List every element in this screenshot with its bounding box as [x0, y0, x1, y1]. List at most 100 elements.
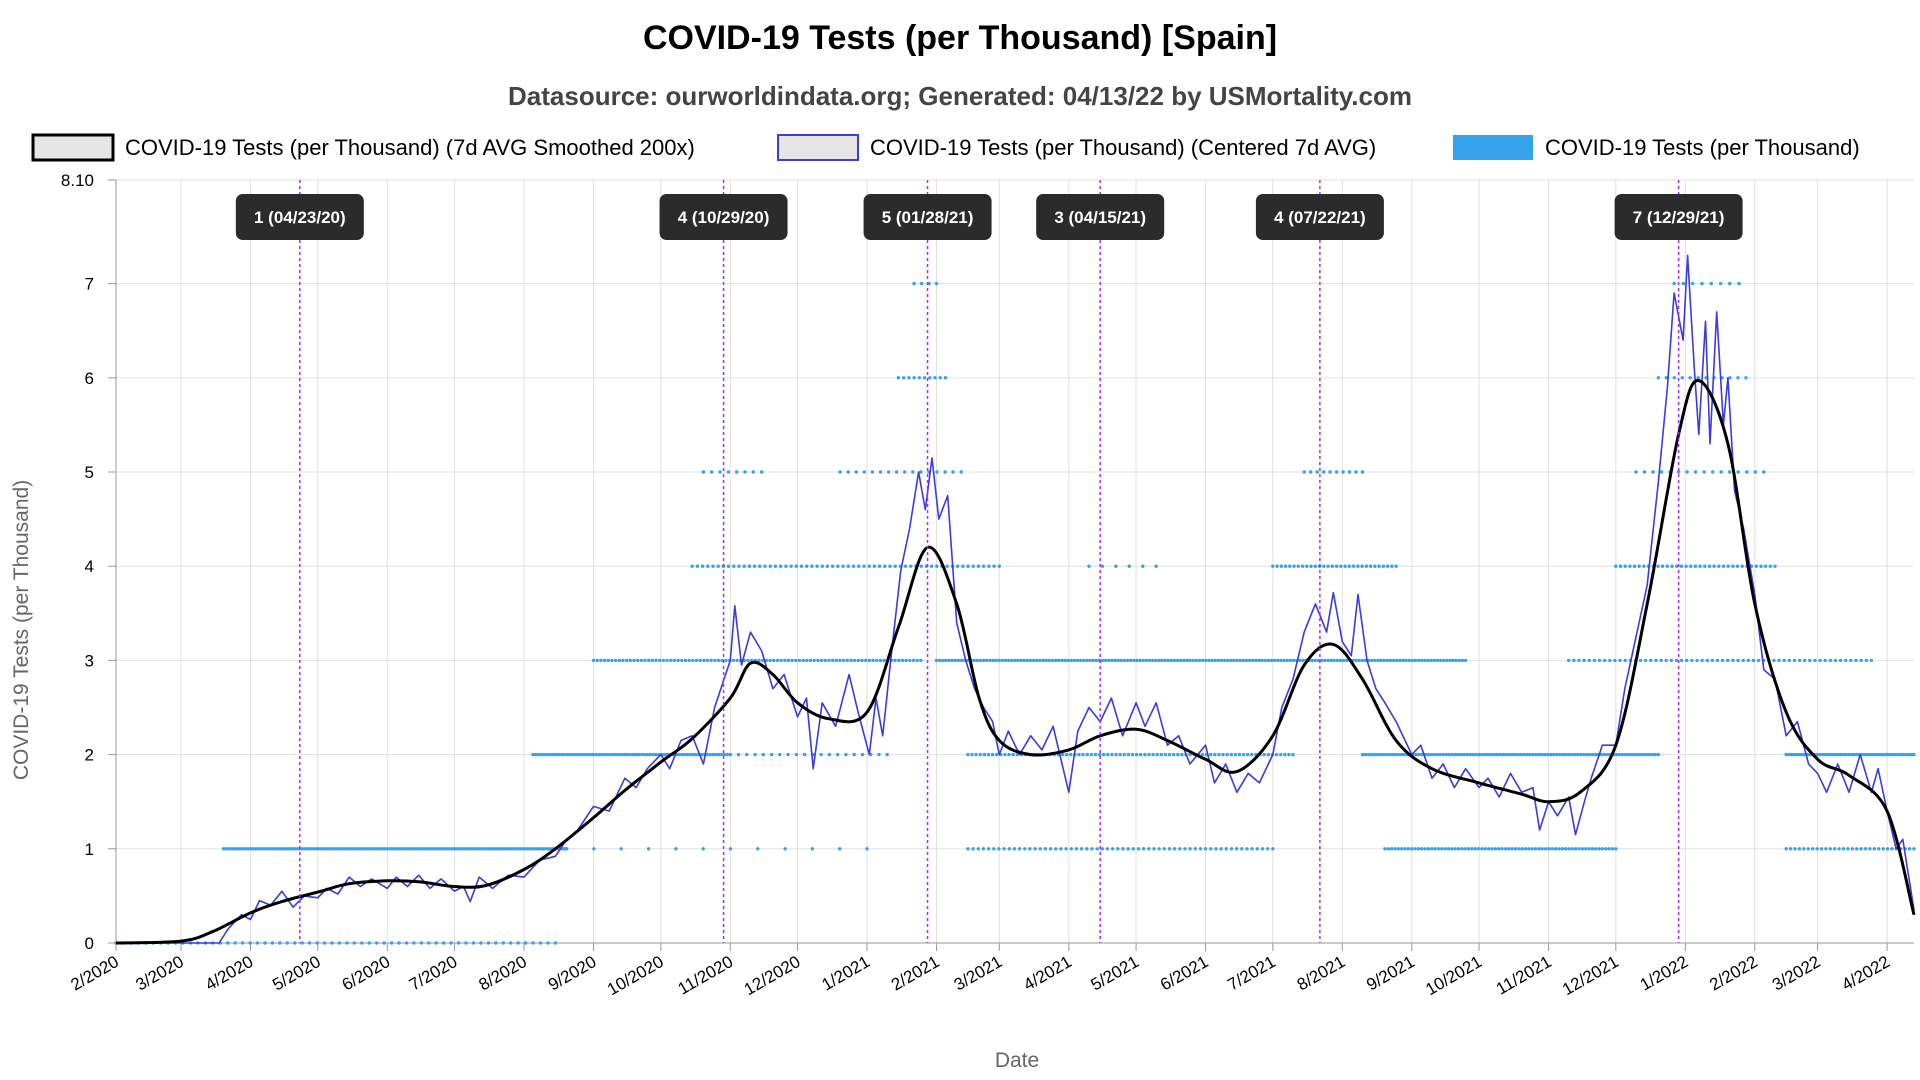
raw-value-dot [1090, 847, 1094, 851]
raw-value-dot [531, 941, 535, 945]
raw-value-dot [582, 752, 587, 757]
raw-value-dot [1436, 847, 1441, 851]
raw-value-dot [938, 658, 942, 663]
raw-value-dot [1451, 658, 1455, 663]
raw-value-dot [1028, 658, 1033, 663]
raw-value-dot [643, 658, 647, 663]
raw-value-dot [950, 658, 954, 663]
raw-value-dot [1122, 658, 1127, 663]
raw-value-dot [1403, 847, 1407, 851]
raw-value-dot [1516, 752, 1520, 757]
raw-value-dot [1091, 658, 1095, 663]
raw-value-dot [1873, 752, 1877, 757]
raw-value-dot [1784, 752, 1788, 757]
raw-value-dot [1085, 752, 1090, 757]
raw-value-dot [1007, 847, 1011, 851]
raw-value-dot [1383, 847, 1387, 851]
raw-value-dot [779, 564, 783, 568]
raw-value-dot [1473, 847, 1478, 851]
raw-value-dot [1017, 847, 1022, 851]
legend-swatch-smoothed [31, 133, 115, 162]
raw-value-dot [1797, 658, 1802, 663]
y-tick-label: 7 [85, 275, 94, 294]
raw-value-dot [1726, 564, 1730, 568]
raw-value-dot [909, 564, 913, 568]
raw-value-dot [650, 658, 655, 663]
raw-value-dot [1676, 470, 1681, 474]
raw-value-dot [1291, 658, 1296, 663]
grid-lines [115, 179, 1914, 944]
raw-value-dot [1283, 752, 1287, 757]
raw-value-dot [1178, 847, 1182, 851]
raw-value-dot [711, 564, 715, 568]
raw-value-dot [1310, 658, 1314, 663]
raw-value-dot [1736, 376, 1740, 380]
raw-value-dot [1517, 847, 1521, 851]
raw-value-dot [825, 564, 830, 568]
raw-value-dot [1157, 658, 1161, 663]
raw-value-dot [648, 752, 652, 757]
raw-value-dot [1305, 564, 1309, 568]
raw-value-dot [701, 470, 706, 474]
raw-value-dot [226, 941, 230, 945]
raw-value-dot [412, 941, 416, 945]
raw-value-dot [865, 847, 869, 851]
raw-value-dot [694, 752, 698, 757]
raw-value-dot [860, 658, 864, 663]
raw-value-dot [1695, 658, 1699, 663]
raw-value-dot [619, 847, 623, 851]
raw-value-dot [1354, 470, 1358, 474]
raw-value-dot [1050, 658, 1055, 663]
raw-value-dot [1269, 658, 1274, 663]
raw-value-dot [621, 658, 625, 663]
raw-value-dot [783, 847, 787, 851]
raw-value-dot [827, 658, 831, 663]
raw-value-dot [1644, 752, 1649, 757]
raw-value-dot [852, 752, 856, 757]
raw-value-dot [779, 658, 783, 663]
raw-value-dot [631, 752, 635, 757]
raw-value-dot [1420, 658, 1424, 663]
raw-value-dot [742, 564, 746, 568]
raw-value-dot [1614, 847, 1618, 851]
legend-label-smoothed[interactable]: COVID-19 Tests (per Thousand) (7d AVG Sm… [125, 135, 695, 160]
raw-value-dot [893, 658, 897, 663]
raw-value-dot [1549, 752, 1553, 757]
raw-value-dot [1614, 564, 1618, 568]
raw-value-dot [1797, 847, 1802, 851]
y-tick-label: 1 [85, 840, 94, 859]
x-tick-label: 2/2020 [67, 952, 122, 994]
raw-value-dot [1793, 847, 1797, 851]
raw-value-dot [947, 658, 951, 663]
legend-label-centered[interactable]: COVID-19 Tests (per Thousand) (Centered … [870, 135, 1376, 160]
raw-value-dot [542, 752, 547, 757]
x-tick-label: 9/2020 [545, 952, 600, 994]
raw-value-dot [836, 564, 840, 568]
annotation-label: 5 (01/28/21) [882, 208, 974, 227]
raw-value-dot [1707, 564, 1712, 568]
raw-value-dot [1528, 752, 1532, 757]
raw-value-dot [752, 564, 757, 568]
legend-label-raw[interactable]: COVID-19 Tests (per Thousand) [1545, 135, 1860, 160]
raw-value-dot [1620, 752, 1625, 757]
raw-value-dot [984, 658, 989, 663]
raw-value-dot [1852, 752, 1856, 757]
raw-value-dot [830, 658, 835, 663]
raw-value-dot [1881, 752, 1885, 757]
raw-value-dot [1864, 658, 1869, 663]
raw-value-dot [1693, 470, 1698, 474]
raw-value-dot [849, 658, 853, 663]
raw-value-dot [1460, 658, 1465, 663]
raw-value-dot [1703, 564, 1707, 568]
raw-value-dot [695, 564, 700, 568]
raw-value-dot [1054, 847, 1058, 851]
raw-value-dot [844, 752, 848, 757]
raw-value-dot [1300, 564, 1305, 568]
raw-value-dot [757, 658, 761, 663]
raw-value-dot [1712, 564, 1716, 568]
raw-value-dot [1335, 658, 1340, 663]
raw-value-dot [270, 941, 275, 945]
raw-value-dot [1513, 847, 1518, 851]
raw-value-dot [1618, 658, 1622, 663]
raw-value-dot [1537, 847, 1541, 851]
